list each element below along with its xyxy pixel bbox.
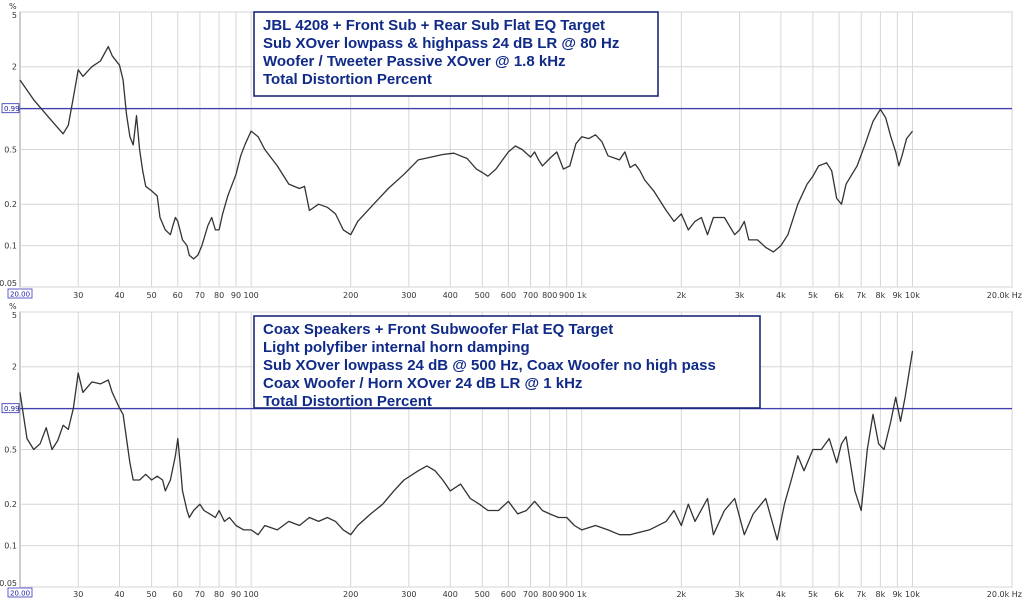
- x-start-label-box: [7, 587, 33, 598]
- annotation-box: [253, 315, 761, 409]
- y-tick-label: 2: [12, 363, 17, 372]
- x-tick-label: 40: [114, 291, 124, 300]
- series-line-1: [19, 350, 914, 541]
- x-tick-label: 6k: [834, 590, 844, 599]
- x-tick-label: 60: [173, 590, 183, 599]
- annotation-line: Total Distortion Percent: [263, 393, 432, 410]
- y-tick-label: 2: [12, 63, 17, 72]
- annotation-line: Sub XOver lowpass 24 dB @ 500 Hz, Coax W…: [263, 357, 716, 374]
- x-tick-label: 60: [173, 291, 183, 300]
- x-tick-label: 90: [231, 291, 241, 300]
- y-tick-label: 0.05: [0, 279, 17, 288]
- reference-line-label: 0.99: [4, 105, 20, 113]
- annotation-box: [253, 11, 659, 97]
- y-tick-label: 5: [12, 311, 17, 320]
- y-tick-label: 0.2: [4, 500, 17, 509]
- x-tick-label: 200: [343, 590, 358, 599]
- x-tick-label: 9k: [892, 291, 902, 300]
- annotation-line: Total Distortion Percent: [263, 71, 432, 88]
- annotation-line: JBL 4208 + Front Sub + Rear Sub Flat EQ …: [263, 17, 605, 34]
- x-tick-label: 5k: [808, 291, 818, 300]
- x-tick-label: 900: [559, 291, 574, 300]
- y-axis-unit: %: [9, 2, 17, 11]
- x-tick-label: 700: [523, 590, 538, 599]
- x-tick-label: 80: [214, 291, 224, 300]
- x-tick-label: 80: [214, 590, 224, 599]
- annotation-line: Sub XOver lowpass & highpass 24 dB LR @ …: [263, 35, 619, 52]
- x-tick-label: 7k: [856, 291, 866, 300]
- x-tick-label: 4k: [776, 590, 786, 599]
- x-tick-label: 500: [475, 291, 490, 300]
- x-tick-label: 50: [146, 590, 156, 599]
- x-tick-label: 8k: [876, 590, 886, 599]
- y-axis-unit: %: [9, 302, 17, 311]
- x-tick-label: 4k: [776, 291, 786, 300]
- x-tick-label: 70: [195, 590, 205, 599]
- x-tick-label: 3k: [735, 590, 745, 599]
- x-tick-label: 2k: [676, 291, 686, 300]
- x-start-label-box: [7, 288, 33, 299]
- y-tick-label: 5: [12, 11, 17, 20]
- x-tick-label: 600: [501, 590, 516, 599]
- x-tick-label: 100: [243, 291, 258, 300]
- annotation-line: Woofer / Tweeter Passive XOver @ 1.8 kHz: [263, 53, 566, 70]
- reference-line-label-box: [1, 403, 20, 414]
- reference-line-label: 0.99: [4, 405, 20, 413]
- x-tick-label: 900: [559, 590, 574, 599]
- x-tick-label: 50: [146, 291, 156, 300]
- y-tick-label: 0.05: [0, 579, 17, 588]
- y-tick-label: 0.5: [4, 146, 17, 155]
- x-tick-label: 2k: [676, 590, 686, 599]
- x-tick-label: 100: [243, 590, 258, 599]
- x-tick-label: 40: [114, 590, 124, 599]
- x-tick-label: 600: [501, 291, 516, 300]
- x-tick-label: 30: [73, 291, 83, 300]
- x-tick-label: 800: [542, 291, 557, 300]
- x-start-label: 20.00: [10, 590, 30, 598]
- annotation-line: Light polyfiber internal horn damping: [263, 339, 530, 356]
- x-tick-label: 1k: [577, 590, 587, 599]
- x-start-label: 20.00: [10, 291, 30, 299]
- annotation-line: Coax Woofer / Horn XOver 24 dB LR @ 1 kH…: [263, 375, 582, 392]
- x-tick-label: 300: [401, 590, 416, 599]
- x-tick-label: 30: [73, 590, 83, 599]
- x-tick-label: 400: [443, 291, 458, 300]
- x-tick-label: 6k: [834, 291, 844, 300]
- x-tick-label: 20.0k Hz: [987, 291, 1022, 300]
- x-tick-label: 1k: [577, 291, 587, 300]
- y-tick-label: 0.1: [4, 242, 17, 251]
- y-tick-label: 0.5: [4, 446, 17, 455]
- reference-line-label-box: [1, 103, 20, 114]
- x-tick-label: 3k: [735, 291, 745, 300]
- x-tick-label: 9k: [892, 590, 902, 599]
- x-tick-label: 7k: [856, 590, 866, 599]
- x-tick-label: 200: [343, 291, 358, 300]
- series-line-1: [19, 45, 914, 260]
- x-tick-label: 700: [523, 291, 538, 300]
- y-tick-label: 0.2: [4, 200, 17, 209]
- y-tick-label: 0.1: [4, 542, 17, 551]
- x-tick-label: 400: [443, 590, 458, 599]
- x-tick-label: 300: [401, 291, 416, 300]
- x-tick-label: 90: [231, 590, 241, 599]
- x-tick-label: 20.0k Hz: [987, 590, 1022, 599]
- x-tick-label: 5k: [808, 590, 818, 599]
- x-tick-label: 500: [475, 590, 490, 599]
- x-tick-label: 8k: [876, 291, 886, 300]
- x-tick-label: 800: [542, 590, 557, 599]
- x-tick-label: 10k: [905, 590, 920, 599]
- annotation-line: Coax Speakers + Front Subwoofer Flat EQ …: [263, 321, 613, 338]
- x-tick-label: 10k: [905, 291, 920, 300]
- x-tick-label: 70: [195, 291, 205, 300]
